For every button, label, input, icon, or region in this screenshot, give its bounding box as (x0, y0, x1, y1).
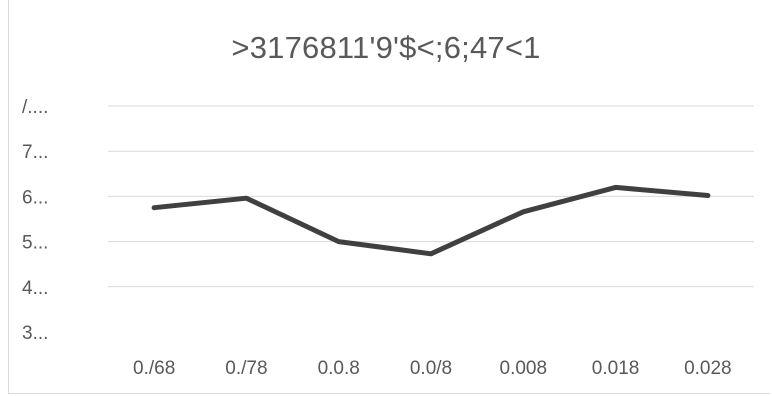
x-axis-ticks: 0./68 0./78 0.0.8 0.0/8 0.008 0.018 0.028 (133, 358, 732, 379)
y-tick-label: 4... (22, 278, 48, 299)
chart-title: >3176811'9'$<;6;47<1 (231, 30, 541, 65)
y-tick-label: /.... (22, 97, 48, 118)
x-tick-label: 0./68 (133, 358, 175, 379)
x-tick-label: 0.0.8 (318, 358, 360, 379)
x-tick-label: 0.0/8 (410, 358, 452, 379)
series-line (151, 184, 711, 257)
series-layer (151, 184, 711, 257)
x-tick-label: 0.008 (500, 358, 548, 379)
y-tick-label: 5... (22, 233, 48, 254)
y-tick-label: 6... (22, 187, 48, 208)
chart-frame (8, 0, 770, 394)
y-tick-label: 7... (22, 142, 48, 163)
gridlines (108, 105, 754, 288)
y-axis-ticks: 3... 4... 5... 6... 7... /.... (22, 97, 48, 344)
x-tick-label: 0./78 (225, 358, 267, 379)
x-tick-label: 0.018 (592, 358, 640, 379)
x-tick-label: 0.028 (684, 358, 732, 379)
y-tick-label: 3... (22, 323, 48, 344)
